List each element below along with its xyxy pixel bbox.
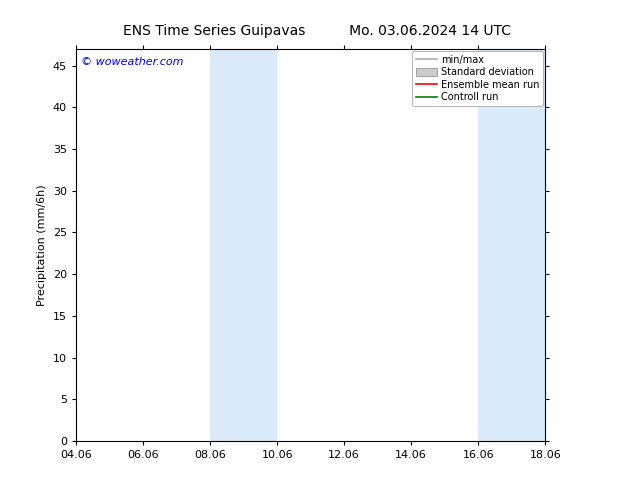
Bar xyxy=(478,49,512,441)
Text: © woweather.com: © woweather.com xyxy=(81,57,183,67)
Bar xyxy=(512,49,545,441)
Bar xyxy=(210,49,243,441)
Text: ENS Time Series Guipavas          Mo. 03.06.2024 14 UTC: ENS Time Series Guipavas Mo. 03.06.2024 … xyxy=(123,24,511,39)
Legend: min/max, Standard deviation, Ensemble mean run, Controll run: min/max, Standard deviation, Ensemble me… xyxy=(411,51,543,106)
Y-axis label: Precipitation (mm/6h): Precipitation (mm/6h) xyxy=(37,184,48,306)
Bar xyxy=(243,49,277,441)
